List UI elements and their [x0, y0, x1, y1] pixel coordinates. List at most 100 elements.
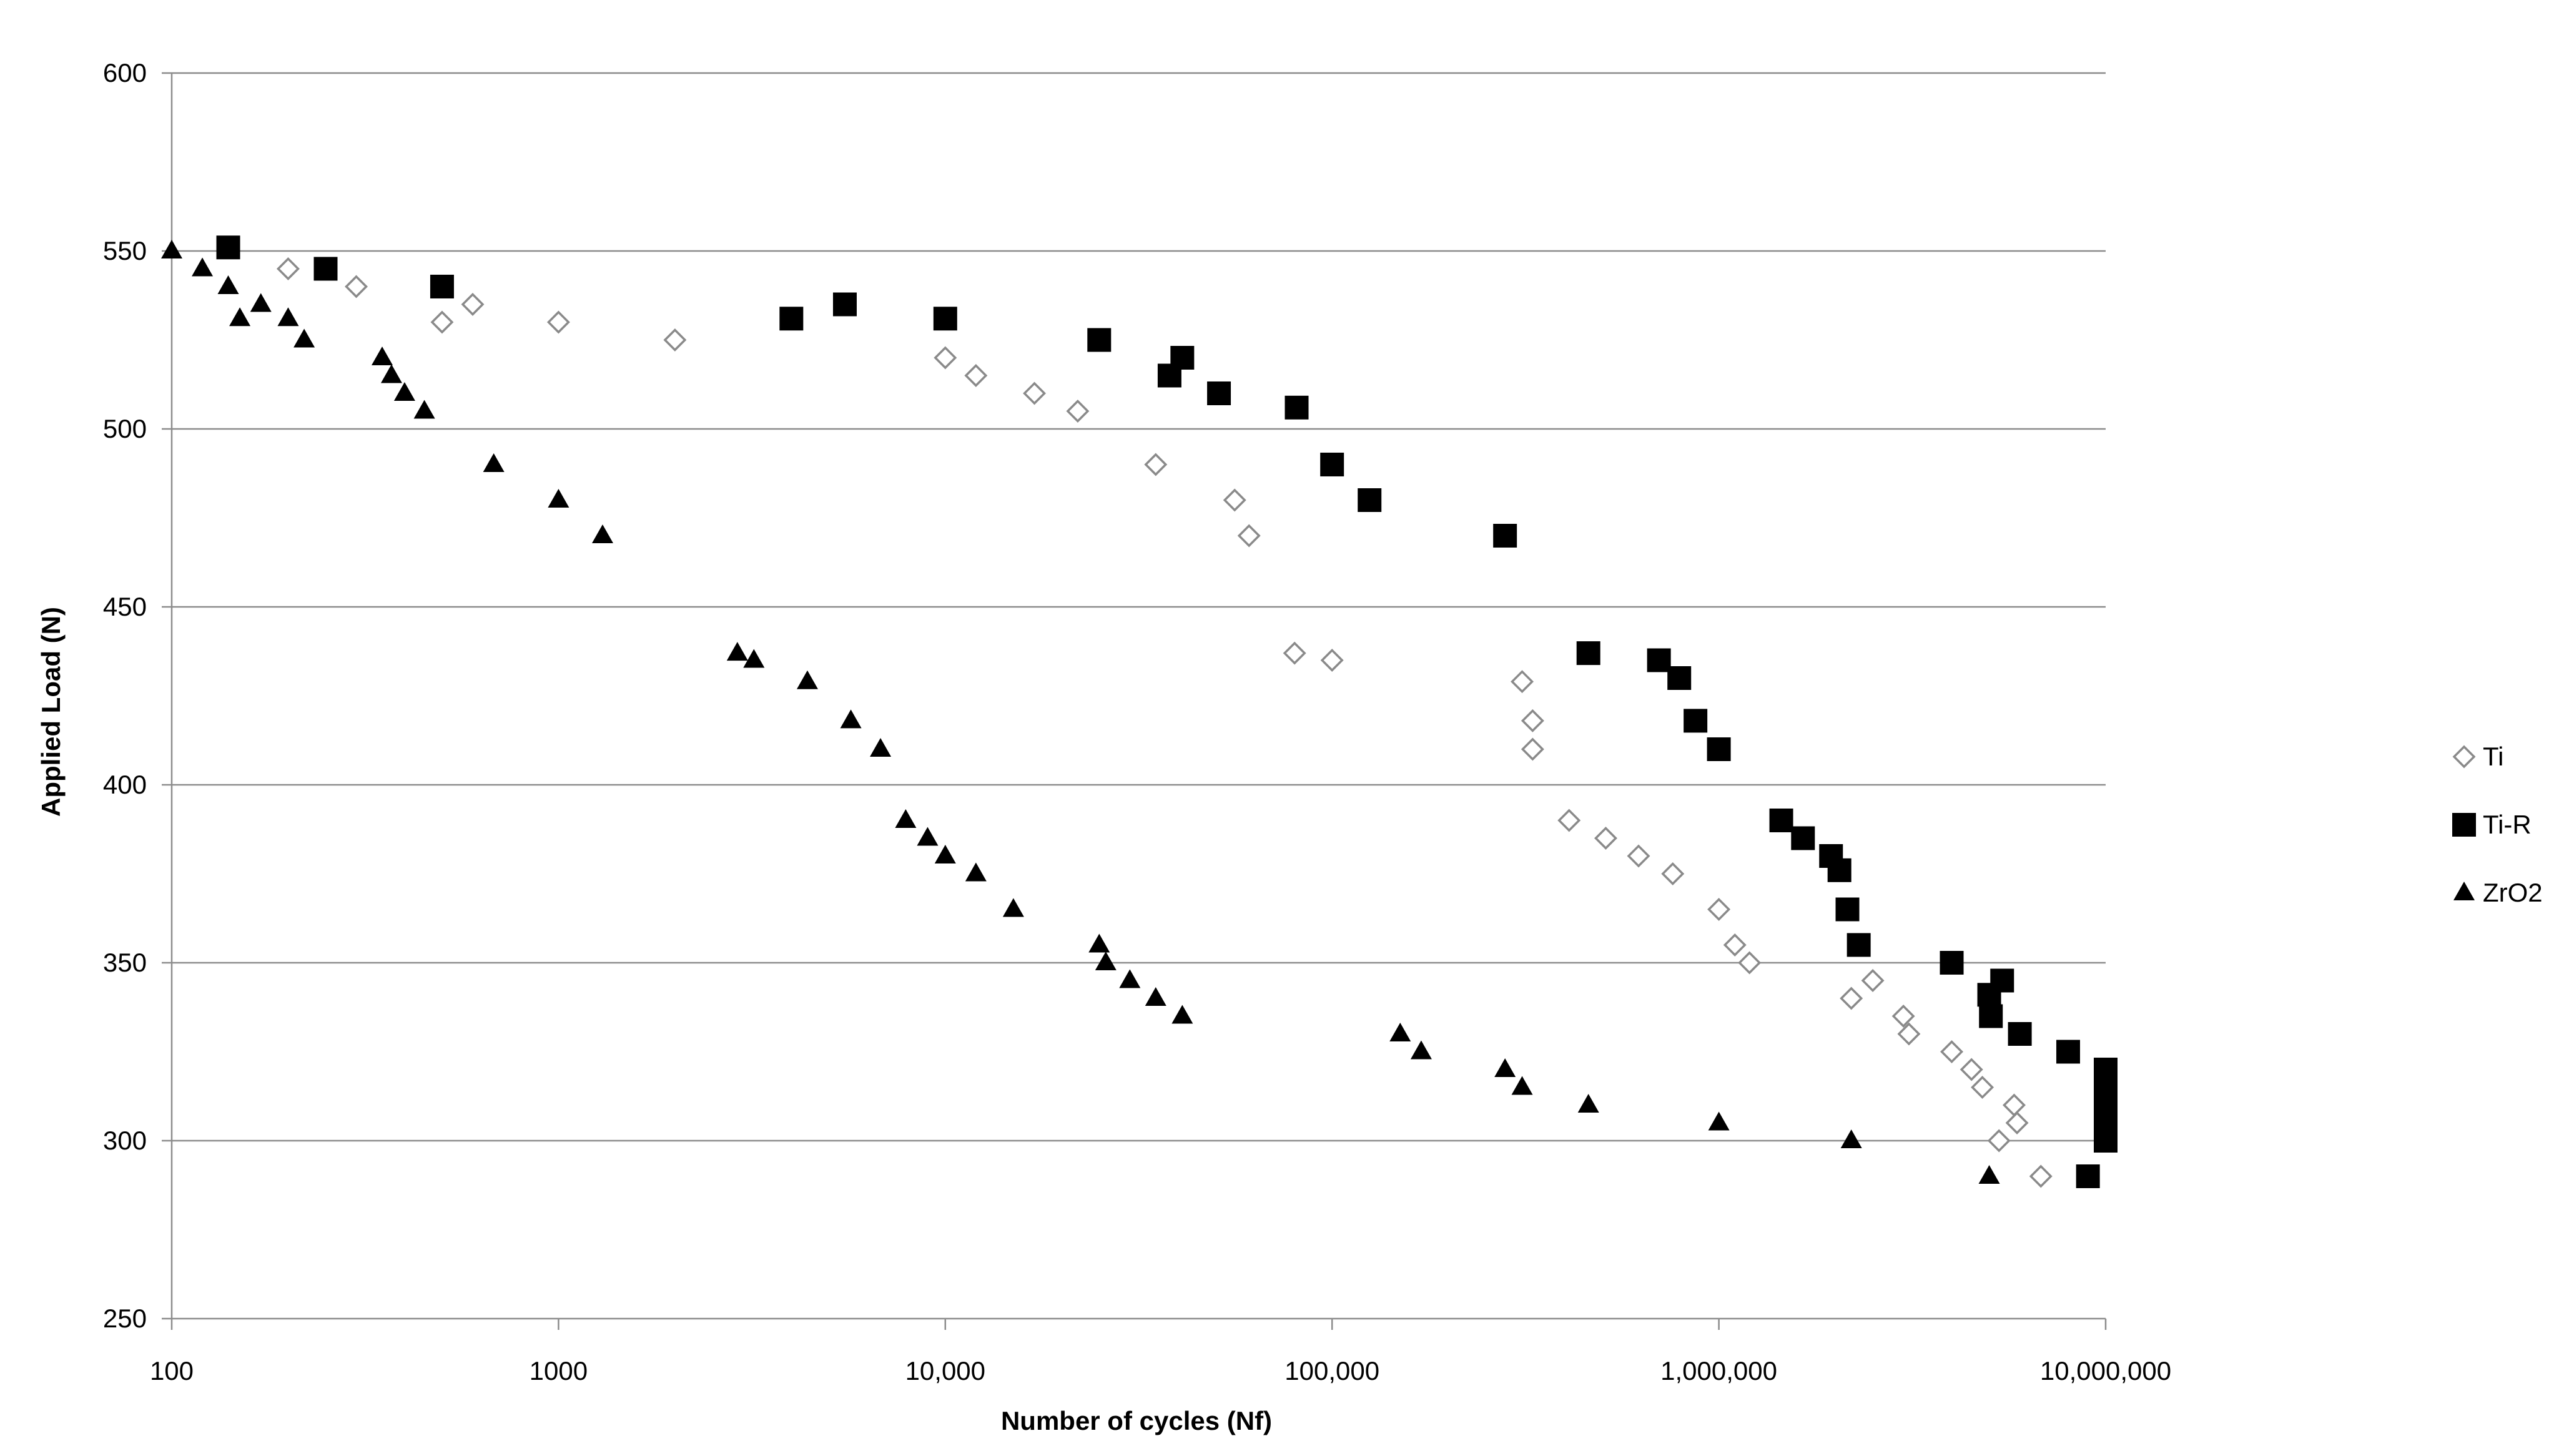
data-point [1940, 951, 1964, 975]
data-point [1521, 709, 1544, 732]
data-point [2008, 1022, 2032, 1046]
data-point [192, 257, 214, 277]
data-point [1738, 951, 1762, 975]
y-tick-label: 250 [103, 1304, 147, 1333]
x-tick-label: 1,000,000 [1660, 1356, 1777, 1385]
data-point [917, 827, 939, 846]
data-point [1861, 969, 1885, 992]
legend-marker [2453, 882, 2475, 900]
data-point [1066, 400, 1090, 423]
y-tick-label: 500 [103, 414, 147, 443]
data-point [1320, 649, 1344, 672]
data-point [2056, 1040, 2080, 1064]
series-ti [276, 257, 2053, 1188]
data-point [934, 346, 957, 370]
data-point [1358, 488, 1382, 512]
data-point [2094, 1129, 2118, 1153]
data-point [1987, 1129, 2011, 1153]
data-point [870, 738, 892, 757]
data-point [2002, 1093, 2026, 1117]
data-point [1223, 488, 1246, 512]
data-point [1791, 826, 1815, 850]
data-point [345, 275, 368, 298]
data-point [1521, 737, 1544, 761]
legend-label: Ti-R [2483, 810, 2532, 839]
data-point [1840, 986, 1863, 1010]
data-point [933, 307, 957, 331]
x-tick-label: 1000 [530, 1356, 588, 1385]
data-point [1897, 1022, 1921, 1046]
data-point [1769, 809, 1793, 832]
data-point [371, 347, 393, 365]
data-point [1145, 987, 1166, 1006]
data-point [1840, 1129, 1862, 1148]
data-point [1647, 648, 1671, 672]
data-point [1847, 933, 1871, 957]
x-tick-label: 10,000,000 [2040, 1356, 2171, 1385]
data-point [840, 709, 862, 729]
y-tick-label: 550 [103, 236, 147, 265]
data-point [250, 293, 272, 312]
y-tick-label: 300 [103, 1126, 147, 1155]
data-point [229, 307, 251, 327]
data-point [1940, 1040, 1963, 1063]
data-point [1002, 898, 1024, 917]
axes [162, 72, 2107, 1330]
grid-lines [172, 72, 2106, 1142]
data-point [276, 257, 300, 280]
data-point [1557, 809, 1581, 832]
series-zro2 [161, 240, 2000, 1184]
data-point [1707, 898, 1731, 921]
data-point [430, 275, 454, 298]
data-point [313, 257, 338, 281]
data-point [1979, 1004, 2003, 1028]
data-point [2029, 1164, 2053, 1188]
legend-marker [2452, 813, 2476, 837]
data-point [1119, 969, 1141, 988]
data-point [796, 670, 818, 689]
data-point [1707, 737, 1731, 761]
x-axis-title: Number of cycles (Nf) [1001, 1406, 1272, 1435]
data-point [743, 649, 765, 668]
data-point [1207, 381, 1231, 405]
data-point [832, 292, 857, 317]
data-point [1684, 709, 1708, 733]
data-point [1389, 1023, 1411, 1041]
y-tick-labels: 250 300 350 400 450 500 550 600 [103, 58, 147, 1333]
data-point [1576, 641, 1600, 666]
data-point [1494, 1058, 1516, 1077]
y-tick-label: 600 [103, 58, 147, 87]
legend-marker [2452, 745, 2476, 769]
data-point [1493, 524, 1517, 548]
data-point [1237, 524, 1261, 548]
data-point [1171, 1005, 1193, 1024]
data-points [161, 235, 2118, 1188]
data-point [1577, 1094, 1599, 1113]
data-point [1511, 670, 1534, 694]
data-point [548, 489, 569, 508]
data-point [1978, 1165, 2000, 1184]
data-point [161, 240, 182, 258]
data-point [1283, 641, 1306, 665]
data-point [1511, 1076, 1533, 1095]
data-point [1410, 1040, 1432, 1060]
data-point [2005, 1111, 2029, 1134]
data-point [1627, 844, 1650, 868]
data-point [1023, 381, 1047, 405]
data-point [1971, 1076, 1994, 1099]
data-point [1284, 395, 1309, 420]
data-point [1661, 862, 1685, 885]
legend-label: Ti [2483, 742, 2503, 771]
data-point [965, 862, 987, 882]
y-tick-label: 350 [103, 948, 147, 977]
data-point [895, 809, 917, 828]
data-point [277, 307, 299, 327]
data-point [1088, 933, 1110, 953]
y-tick-label: 450 [103, 592, 147, 621]
data-point [413, 400, 435, 419]
data-point [2076, 1164, 2100, 1188]
data-point [1667, 666, 1692, 690]
x-tick-label: 100 [150, 1356, 194, 1385]
data-point [380, 364, 402, 383]
